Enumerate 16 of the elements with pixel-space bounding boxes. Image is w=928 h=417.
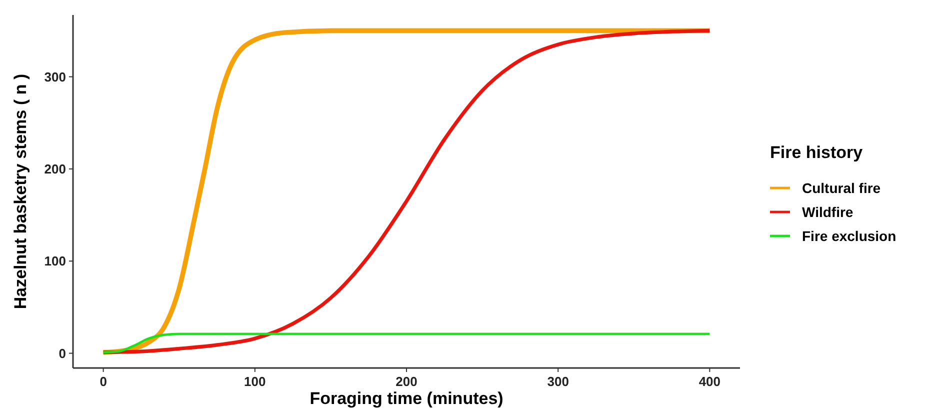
y-tick-label: 200 [44, 161, 66, 176]
legend-label: Cultural fire [802, 180, 881, 196]
x-tick-label: 300 [547, 374, 569, 389]
x-tick-label: 200 [396, 374, 418, 389]
y-tick-label: 300 [44, 69, 66, 84]
x-tick-label: 0 [100, 374, 107, 389]
x-tick-label: 400 [698, 374, 721, 389]
line-series [102, 332, 711, 354]
x-tick-label: 100 [244, 374, 266, 389]
legend-title: Fire history [770, 143, 864, 162]
legend-label: Wildfire [802, 204, 854, 220]
legend-label: Fire exclusion [802, 228, 896, 244]
y-tick-label: 100 [44, 254, 66, 269]
y-tick-label: 0 [58, 346, 66, 361]
x-axis-title: Foraging time (minutes) [310, 389, 504, 408]
y-axis-title: Hazelnut basketry stems ( n ) [11, 74, 30, 310]
